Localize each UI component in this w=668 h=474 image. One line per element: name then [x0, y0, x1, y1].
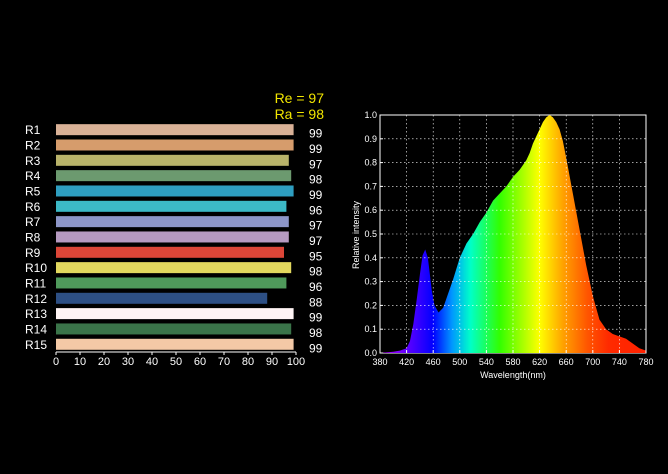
- value-label-r8: 97: [309, 234, 323, 248]
- bar-r3: [56, 154, 289, 166]
- spectrum-y-tick-label-0.8: 0.8: [364, 158, 377, 168]
- category-label-r15: R15: [25, 338, 47, 352]
- value-label-r7: 97: [309, 219, 323, 233]
- spectrum-y-tick-label-0.1: 0.1: [364, 324, 377, 334]
- spectrum-y-tick-label-0.5: 0.5: [364, 229, 377, 239]
- value-label-r12: 88: [309, 295, 323, 309]
- spectrum-y-tick-label-0.4: 0.4: [364, 253, 377, 263]
- category-label-r8: R8: [25, 230, 41, 244]
- category-label-r6: R6: [25, 200, 41, 214]
- value-label-r5: 99: [309, 188, 323, 202]
- cri-x-tick-label-90: 90: [266, 356, 278, 368]
- value-label-r14: 98: [309, 326, 323, 340]
- cri-x-tick-label-10: 10: [74, 356, 86, 368]
- spectrum-x-tick-label-460: 460: [426, 357, 441, 367]
- cri-x-tick-label-40: 40: [146, 356, 158, 368]
- spectrum-xlabel: Wavelength(nm): [480, 370, 546, 380]
- cri-x-tick-label-30: 30: [122, 356, 134, 368]
- ra-summary-label: Ra = 98: [275, 106, 325, 122]
- cri-x-tick-label-20: 20: [98, 356, 110, 368]
- category-label-r11: R11: [25, 276, 46, 290]
- bar-r9: [56, 246, 284, 258]
- bar-r2: [56, 139, 294, 151]
- bar-r5: [56, 185, 294, 197]
- bar-r8: [56, 231, 289, 243]
- category-label-r1: R1: [25, 123, 41, 137]
- category-label-r14: R14: [25, 322, 47, 336]
- value-label-r6: 96: [309, 203, 323, 217]
- spectrum-x-tick-label-420: 420: [399, 357, 414, 367]
- spectrum-x-tick-label-740: 740: [612, 357, 627, 367]
- spectrum-y-tick-label-0.3: 0.3: [364, 277, 377, 287]
- category-label-r12: R12: [25, 292, 47, 306]
- spectrum-x-tick-label-500: 500: [452, 357, 467, 367]
- category-label-r10: R10: [25, 261, 47, 275]
- bar-r13: [56, 308, 294, 320]
- spectrum-y-tick-label-0.2: 0.2: [364, 300, 377, 310]
- value-label-r11: 96: [309, 280, 323, 294]
- category-label-r13: R13: [25, 307, 47, 321]
- cri-x-tick-label-100: 100: [287, 356, 305, 368]
- spectrum-y-tick-label-0.9: 0.9: [364, 134, 377, 144]
- cri-bar-chart: Re = 97 Ra = 98 R1 99 R2 99 R3 97 R4 98 R5 99 R6 96…: [25, 90, 324, 368]
- category-label-r7: R7: [25, 215, 41, 229]
- cri-x-tick-label-80: 80: [242, 356, 254, 368]
- category-label-r4: R4: [25, 169, 41, 183]
- category-label-r9: R9: [25, 246, 41, 260]
- spectrum-ylabel: Relative intensity: [351, 200, 361, 269]
- cri-x-tick-label-70: 70: [218, 356, 230, 368]
- spectrum-x-tick-label-780: 780: [638, 357, 653, 367]
- spectrum-x-tick-label-660: 660: [559, 357, 574, 367]
- cri-x-tick-label-50: 50: [170, 356, 182, 368]
- value-label-r9: 95: [309, 249, 323, 263]
- spectrum-y-tick-label-0.6: 0.6: [364, 205, 377, 215]
- spectrum-x-tick-label-540: 540: [479, 357, 494, 367]
- spectrum-x-tick-label-380: 380: [372, 357, 387, 367]
- cri-x-tick-label-0: 0: [53, 356, 59, 368]
- category-label-r5: R5: [25, 184, 41, 198]
- value-label-r10: 98: [309, 265, 323, 279]
- category-label-r3: R3: [25, 154, 41, 168]
- value-label-r15: 99: [309, 341, 323, 355]
- bar-r1: [56, 124, 294, 136]
- bar-r10: [56, 262, 292, 274]
- re-summary-label: Re = 97: [275, 90, 325, 106]
- value-label-r2: 99: [309, 142, 323, 156]
- bar-r11: [56, 277, 287, 289]
- spectrum-x-tick-label-700: 700: [585, 357, 600, 367]
- bar-r12: [56, 292, 268, 304]
- bar-r15: [56, 338, 294, 350]
- spectrum-y-tick-label-0.0: 0.0: [364, 348, 377, 358]
- spectrum-y-tick-label-1.0: 1.0: [364, 110, 377, 120]
- spectrum-x-tick-label-580: 580: [505, 357, 520, 367]
- value-label-r4: 98: [309, 173, 323, 187]
- bar-r14: [56, 323, 292, 335]
- value-label-r1: 99: [309, 127, 323, 141]
- spectrum-x-tick-label-620: 620: [532, 357, 547, 367]
- value-label-r3: 97: [309, 157, 323, 171]
- bar-r4: [56, 170, 292, 182]
- spectrum-y-tick-label-0.7: 0.7: [364, 181, 377, 191]
- value-label-r13: 99: [309, 311, 323, 325]
- category-label-r2: R2: [25, 138, 41, 152]
- spectrum-chart: Wavelength(nm) Relative intensity 0.0 0.1…: [351, 110, 654, 380]
- bar-r7: [56, 216, 289, 228]
- bar-r6: [56, 200, 287, 212]
- cri-x-tick-label-60: 60: [194, 356, 206, 368]
